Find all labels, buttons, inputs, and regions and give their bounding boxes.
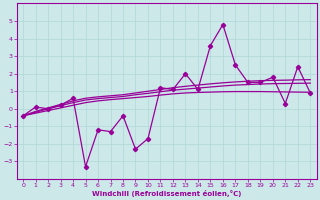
X-axis label: Windchill (Refroidissement éolien,°C): Windchill (Refroidissement éolien,°C) [92,190,241,197]
